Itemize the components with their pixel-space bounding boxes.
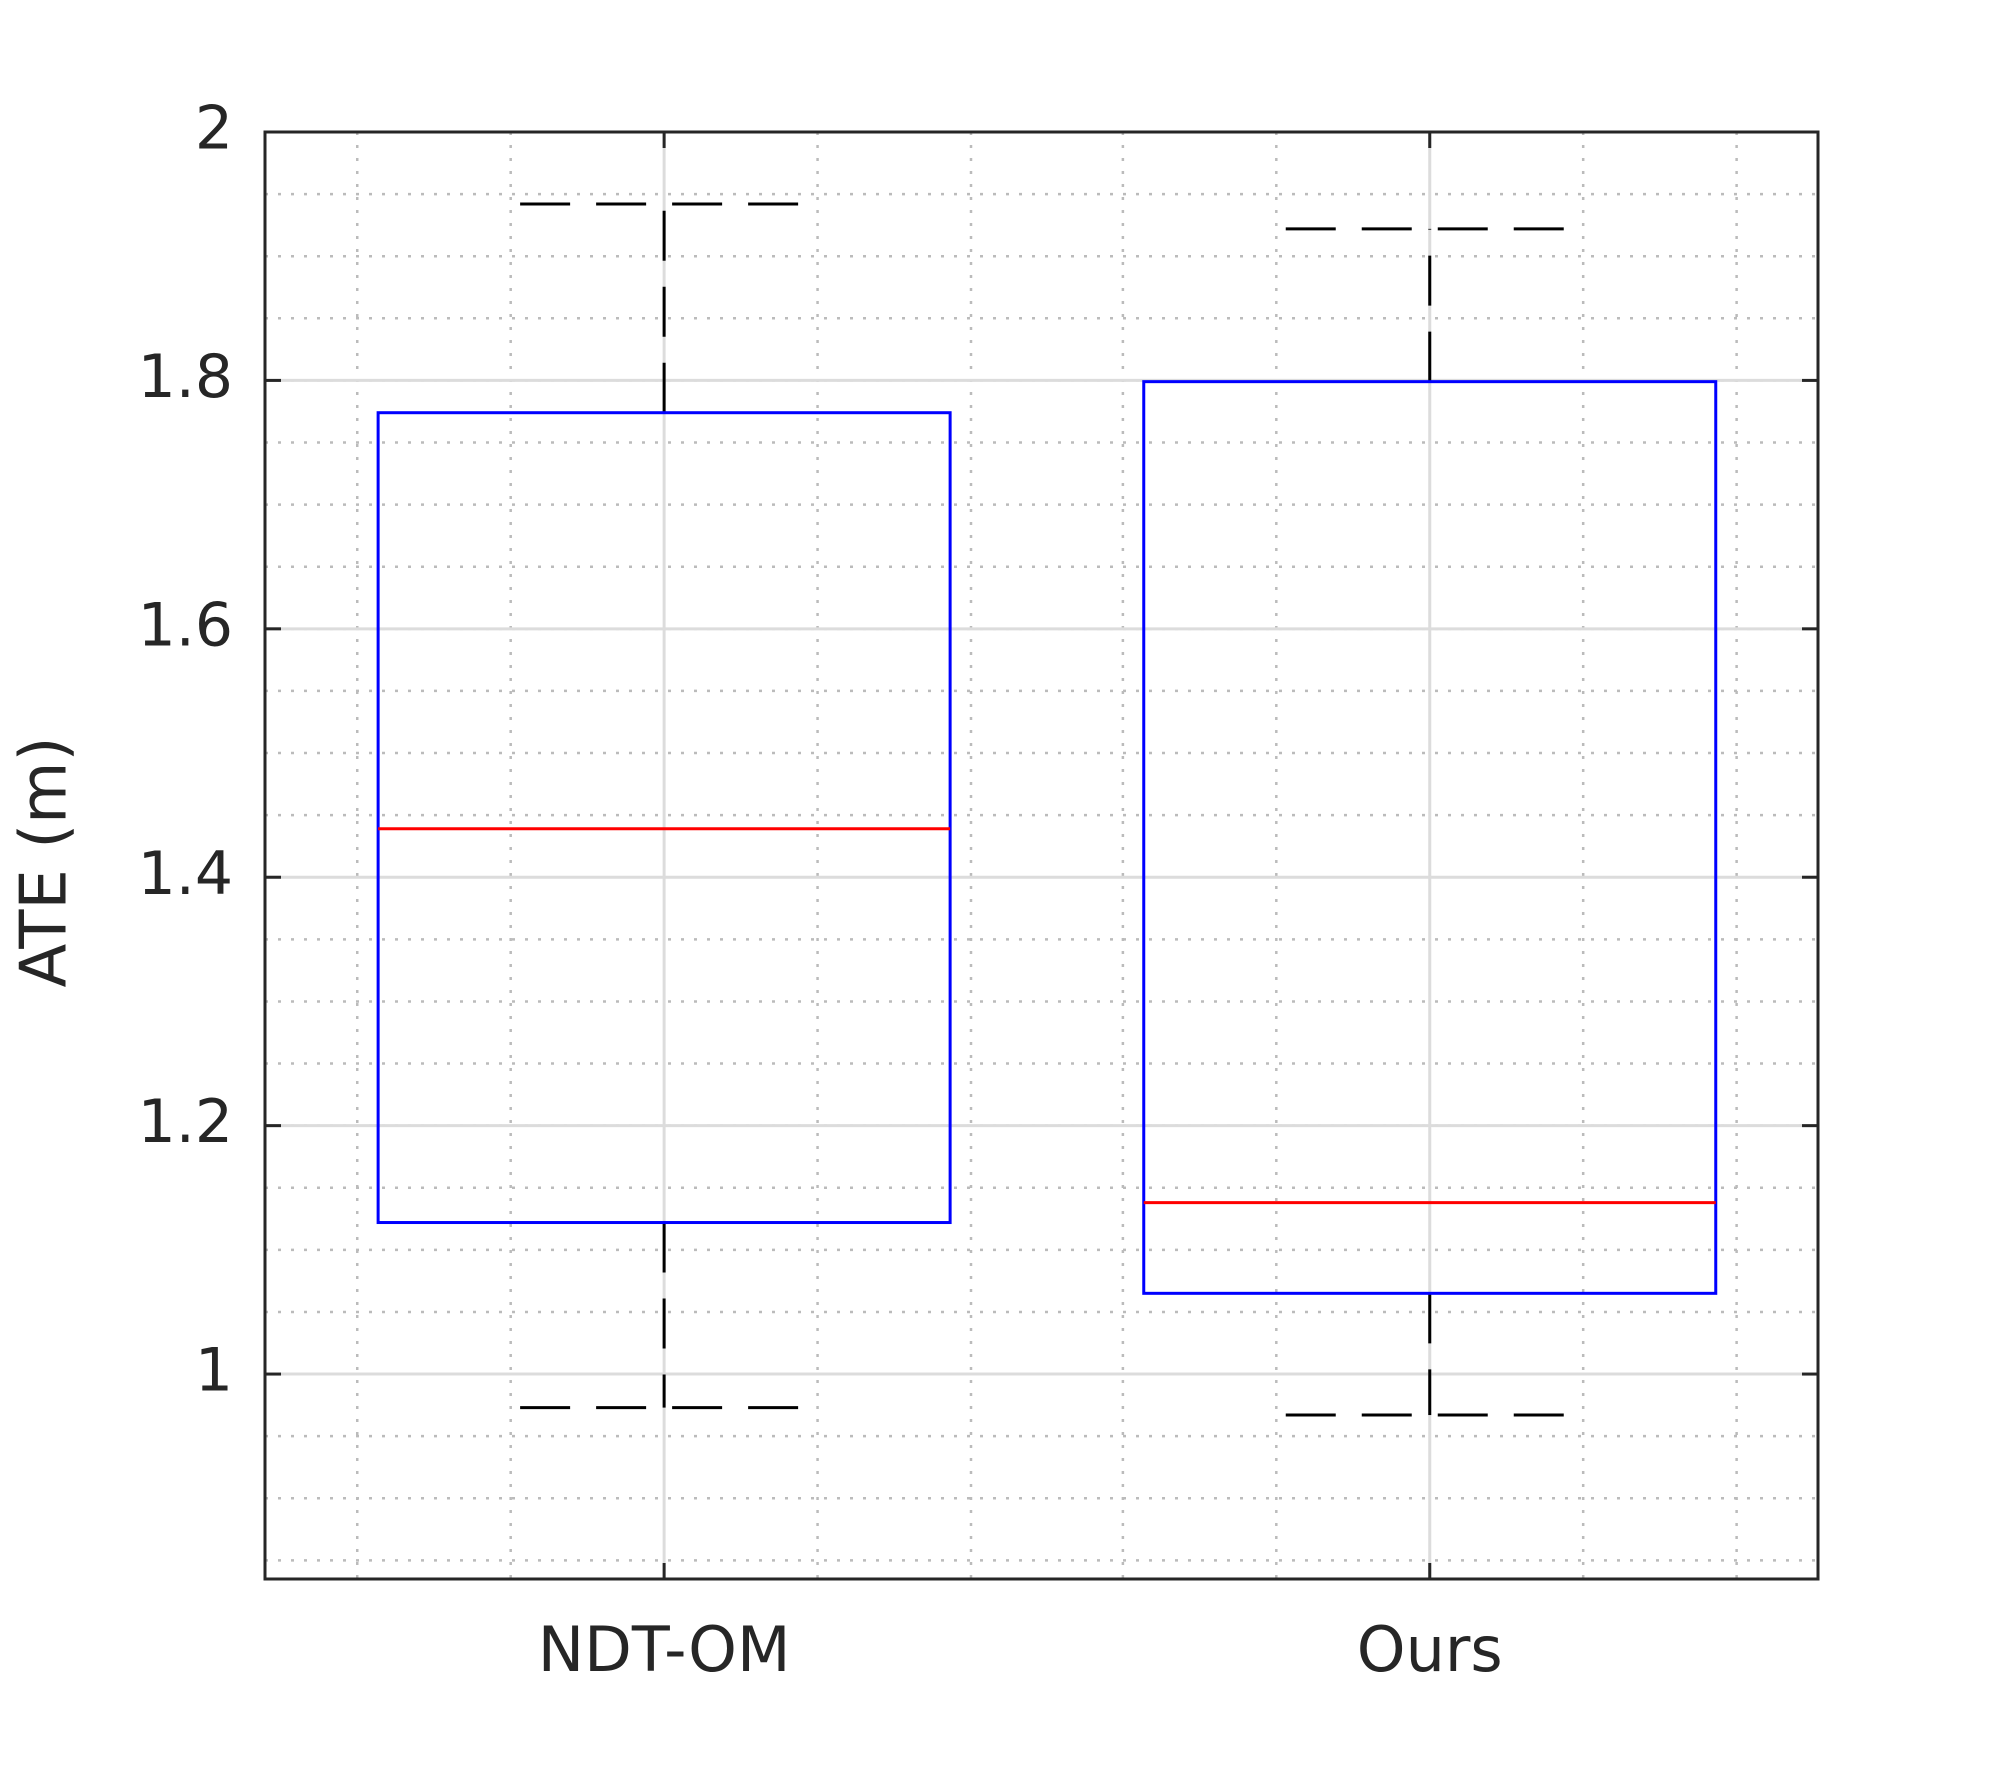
box bbox=[376, 411, 952, 1225]
y-tick-label: 1.8 bbox=[138, 342, 233, 412]
axes-frame bbox=[263, 130, 1820, 1581]
y-tick-label: 1.4 bbox=[138, 839, 233, 909]
y-axis-label: ATE (m) bbox=[8, 737, 82, 988]
y-tick-label: 1.6 bbox=[138, 590, 233, 660]
y-tick-label: 1.2 bbox=[138, 1087, 233, 1157]
x-tick-label: NDT-OM bbox=[538, 1613, 791, 1686]
y-tick-label: 1 bbox=[195, 1336, 233, 1406]
box bbox=[1142, 380, 1718, 1295]
x-tick-label: Ours bbox=[1357, 1613, 1503, 1686]
y-tick-label: 2 bbox=[195, 94, 233, 164]
